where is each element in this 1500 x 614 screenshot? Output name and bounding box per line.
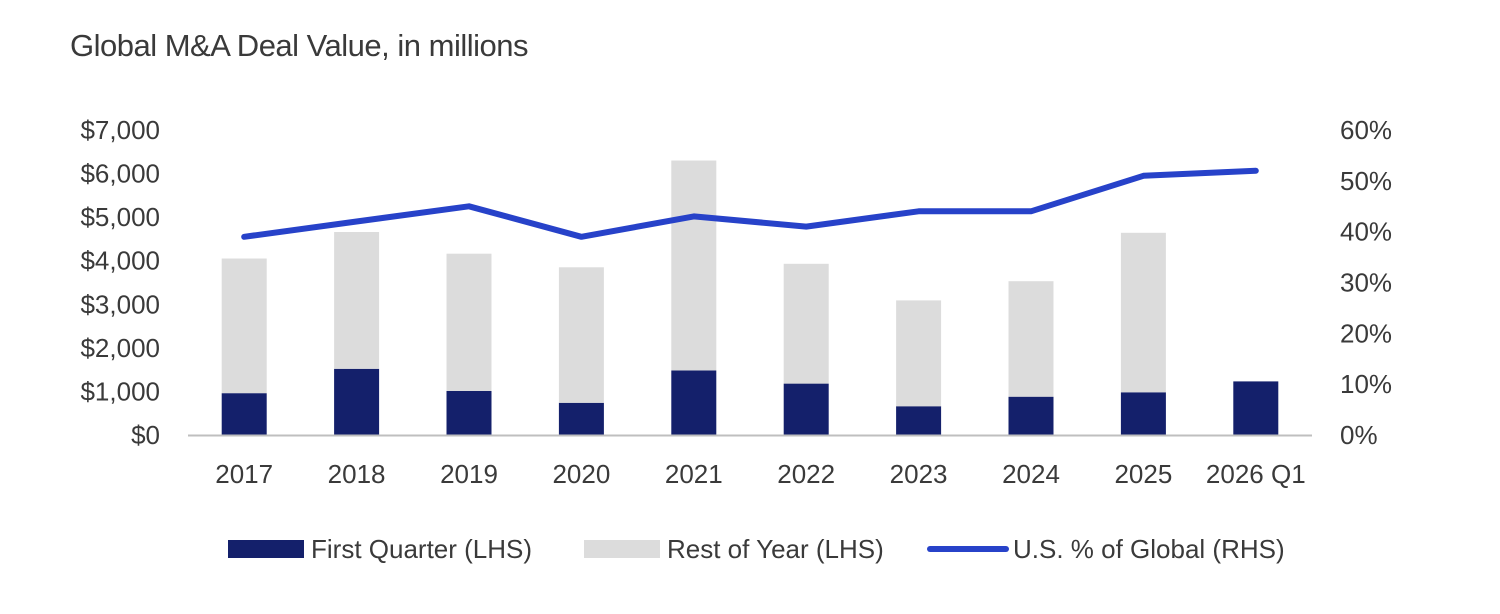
left-tick-label: $4,000 xyxy=(80,246,160,276)
x-tick-label: 2018 xyxy=(328,459,386,489)
x-tick-label: 2023 xyxy=(890,459,948,489)
us-share-point-3 xyxy=(578,234,584,240)
x-tick-label: 2026 Q1 xyxy=(1206,459,1306,489)
us-share-point-7 xyxy=(1028,208,1034,214)
us-share-point-5 xyxy=(803,224,809,230)
x-tick-label: 2019 xyxy=(440,459,498,489)
left-tick-label: $3,000 xyxy=(80,289,160,319)
us-share-point-4 xyxy=(691,213,697,219)
right-tick-label: 30% xyxy=(1340,268,1392,298)
bar-rest-of-year-8 xyxy=(1120,232,1166,393)
legend-swatch-first-quarter xyxy=(228,540,304,558)
x-tick-label: 2020 xyxy=(552,459,610,489)
bars-layer xyxy=(221,160,1279,435)
bar-first-quarter-6 xyxy=(896,406,942,435)
bar-first-quarter-5 xyxy=(783,383,829,435)
bar-first-quarter-1 xyxy=(334,368,380,435)
chart-title: Global M&A Deal Value, in millions xyxy=(70,28,528,63)
bar-rest-of-year-6 xyxy=(896,300,942,407)
right-tick-label: 10% xyxy=(1340,369,1392,399)
us-share-point-0 xyxy=(241,234,247,240)
left-tick-label: $2,000 xyxy=(80,333,160,363)
bar-first-quarter-4 xyxy=(671,370,717,435)
us-share-point-9 xyxy=(1253,168,1259,174)
left-tick-label: $1,000 xyxy=(80,376,160,406)
x-tick-label: 2022 xyxy=(777,459,835,489)
us-share-point-2 xyxy=(466,203,472,209)
left-tick-label: $0 xyxy=(131,420,160,450)
legend-label-us-share: U.S. % of Global (RHS) xyxy=(1013,534,1285,564)
legend: First Quarter (LHS) Rest of Year (LHS) U.S… xyxy=(228,534,1285,564)
legend-swatch-rest-of-year xyxy=(584,540,660,558)
x-tick-label: 2017 xyxy=(215,459,273,489)
right-tick-label: 20% xyxy=(1340,318,1392,348)
right-axis-ticks: 0% 10% 20% 30% 40% 50% 60% xyxy=(1340,115,1392,450)
right-tick-label: 40% xyxy=(1340,217,1392,247)
x-axis-ticks: 2017 2018 2019 2020 2021 2022 2023 2024 2025 2026… xyxy=(215,459,1305,489)
legend-label-first-quarter: First Quarter (LHS) xyxy=(311,534,532,564)
bar-first-quarter-7 xyxy=(1008,396,1054,435)
bar-first-quarter-8 xyxy=(1120,392,1166,435)
us-share-point-1 xyxy=(354,219,360,224)
bar-rest-of-year-3 xyxy=(558,267,604,403)
us-share-point-6 xyxy=(916,208,922,214)
bar-rest-of-year-1 xyxy=(334,232,380,369)
bar-rest-of-year-5 xyxy=(783,263,829,384)
bar-rest-of-year-7 xyxy=(1008,281,1054,397)
left-axis-ticks: $0 $1,000 $2,000 $3,000 $4,000 $5,000 $6,000 $7… xyxy=(80,115,160,450)
right-tick-label: 60% xyxy=(1340,115,1392,145)
x-tick-label: 2025 xyxy=(1114,459,1172,489)
bar-first-quarter-2 xyxy=(446,391,492,435)
legend-label-rest-of-year: Rest of Year (LHS) xyxy=(667,534,884,564)
bar-first-quarter-0 xyxy=(221,393,267,435)
bar-first-quarter-9 xyxy=(1233,381,1279,435)
x-tick-label: 2021 xyxy=(665,459,723,489)
line-layer xyxy=(241,167,1259,240)
us-share-line xyxy=(241,167,1259,240)
bar-rest-of-year-0 xyxy=(221,258,267,394)
x-tick-label: 2024 xyxy=(1002,459,1060,489)
bar-first-quarter-3 xyxy=(558,402,604,435)
bar-rest-of-year-2 xyxy=(446,253,492,391)
left-tick-label: $7,000 xyxy=(80,115,160,145)
left-tick-label: $5,000 xyxy=(80,202,160,232)
bar-rest-of-year-4 xyxy=(671,160,717,371)
us-share-point-8 xyxy=(1140,173,1146,179)
right-tick-label: 50% xyxy=(1340,166,1392,196)
right-tick-label: 0% xyxy=(1340,420,1378,450)
left-tick-label: $6,000 xyxy=(80,159,160,189)
